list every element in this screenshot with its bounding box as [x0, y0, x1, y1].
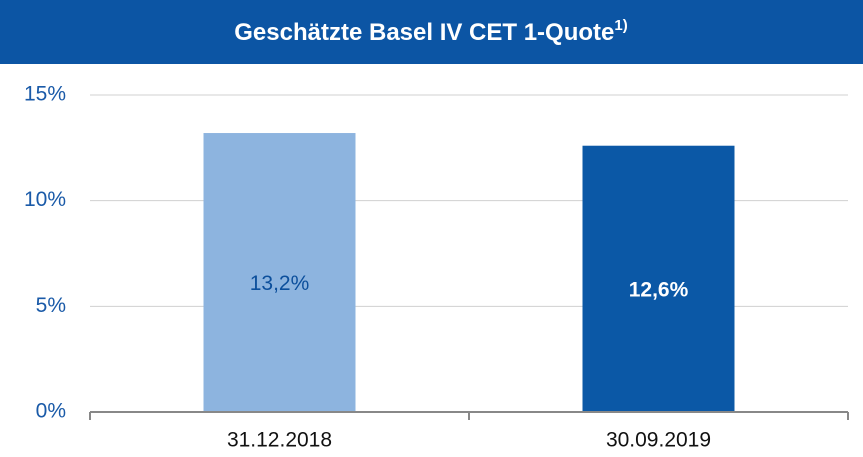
chart-title: Geschätzte Basel IV CET 1-Quote1): [234, 17, 627, 46]
y-tick-label: 0%: [36, 400, 66, 423]
value-label: 12,6%: [629, 278, 689, 301]
x-tick-label: 31.12.2018: [227, 429, 332, 452]
title-note: 1): [614, 17, 627, 34]
bar: [203, 133, 356, 413]
value-label: 13,2%: [250, 272, 310, 295]
title-band: [0, 0, 863, 64]
y-tick-label: 10%: [24, 188, 66, 211]
bar: [582, 145, 735, 412]
x-tick-label: 30.09.2019: [606, 429, 711, 452]
y-tick-label: 5%: [36, 294, 66, 317]
y-tick-label: 15%: [24, 83, 66, 106]
title-text: Geschätzte Basel IV CET 1-Quote: [234, 19, 614, 46]
